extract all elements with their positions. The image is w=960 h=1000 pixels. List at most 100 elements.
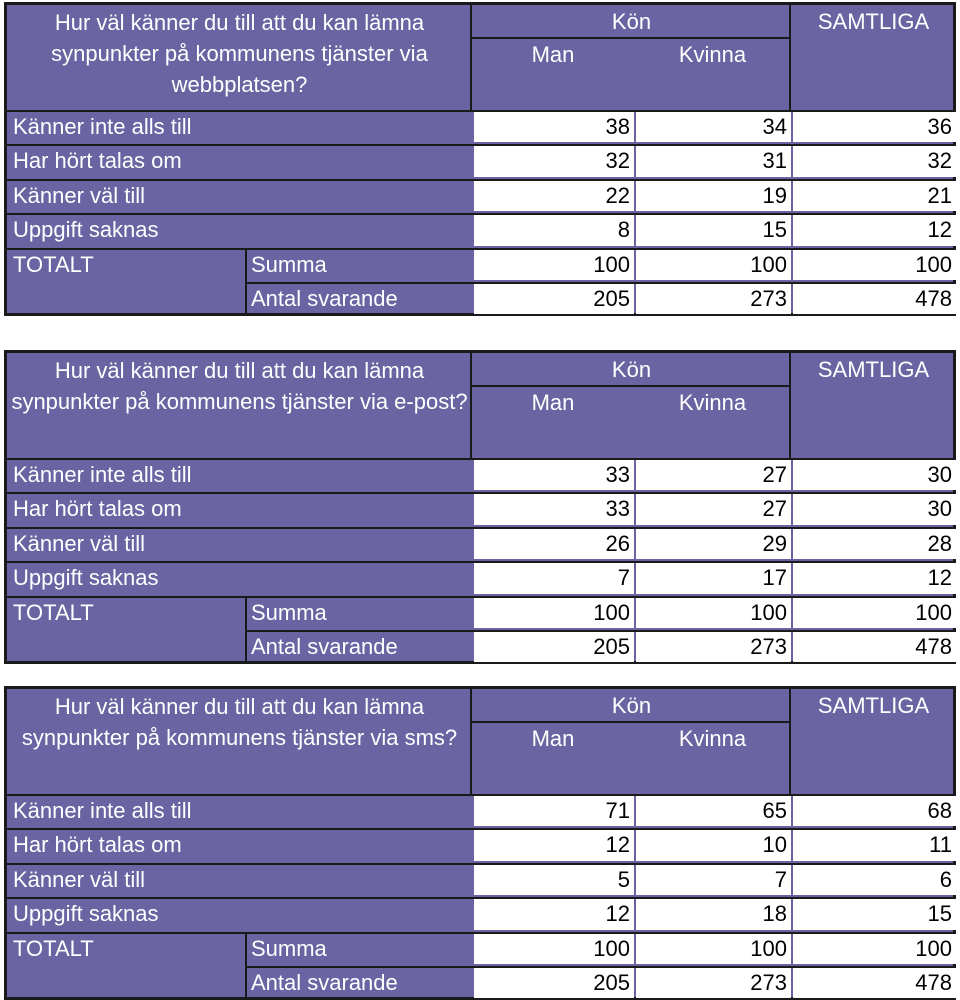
row-label: Uppgift saknas [13, 901, 159, 927]
value-cell-man: 7 [474, 563, 634, 594]
value-cell-man-antal: 205 [474, 632, 634, 663]
value-cell-kvinna: 19 [636, 180, 791, 212]
value-cell-samtliga-antal: 478 [793, 284, 956, 315]
value-cell-samtliga: 36 [793, 112, 956, 143]
value-cell-man: 26 [474, 528, 634, 560]
value-cell-samtliga-summa: 100 [793, 249, 956, 280]
total-label: TOTALT [13, 251, 94, 277]
value-cell-kvinna-summa: 100 [636, 249, 791, 280]
grid-line [7, 862, 956, 865]
total-label: TOTALT [13, 599, 94, 625]
column-header-kvinna: Kvinna [678, 390, 747, 415]
value-cell-samtliga: 28 [793, 528, 956, 560]
antal-svarande-label: Antal svarande [251, 970, 398, 995]
value-cell-man: 5 [474, 864, 634, 896]
grid-line [7, 213, 956, 216]
column-header-kvinna: Kvinna [678, 726, 747, 751]
total-header-samtliga: SAMTLIGA [817, 357, 930, 382]
column-header-kvinna: Kvinna [678, 42, 747, 67]
value-cell-samtliga: 12 [793, 563, 956, 594]
summa-label: Summa [251, 599, 327, 625]
total-label: TOTALT [13, 935, 94, 961]
value-cell-kvinna: 31 [636, 146, 791, 177]
value-cell-samtliga: 12 [793, 215, 956, 246]
value-cell-samtliga-antal: 478 [793, 968, 956, 999]
survey-table: Hur väl känner du till att du kan lämna … [4, 2, 956, 316]
grid-line [245, 931, 247, 997]
value-cell-samtliga: 6 [793, 864, 956, 896]
grid-line [789, 5, 791, 110]
grid-line [247, 282, 956, 284]
row-label: Har hört talas om [13, 496, 182, 522]
value-cell-man-summa: 100 [474, 249, 634, 280]
value-cell-kvinna: 7 [636, 864, 791, 896]
grid-line [470, 353, 472, 458]
row-label: Känner inte alls till [13, 462, 192, 487]
row-label: Känner inte alls till [13, 114, 192, 139]
value-cell-kvinna: 65 [636, 796, 791, 827]
value-cell-kvinna-summa: 100 [636, 933, 791, 964]
grid-line [7, 110, 956, 112]
grid-line [7, 828, 956, 831]
grid-line [7, 247, 956, 250]
grid-line [247, 966, 956, 968]
grid-line [789, 689, 791, 794]
grid-line [7, 526, 956, 529]
total-header-samtliga: SAMTLIGA [817, 693, 930, 718]
row-label: Har hört talas om [13, 832, 182, 858]
row-label: Känner inte alls till [13, 798, 192, 823]
group-header-kon: Kön [611, 9, 652, 34]
value-cell-samtliga: 68 [793, 796, 956, 827]
row-label: Känner väl till [13, 182, 146, 208]
grid-line [7, 595, 956, 598]
value-cell-man: 12 [474, 899, 634, 930]
value-cell-man: 71 [474, 796, 634, 827]
value-cell-kvinna-antal: 273 [636, 968, 791, 999]
value-cell-samtliga: 15 [793, 899, 956, 930]
value-cell-man: 8 [474, 215, 634, 246]
question-title: Hur väl känner du till att du kan lämna … [51, 10, 428, 97]
total-header-samtliga: SAMTLIGA [817, 9, 930, 34]
grid-line [472, 385, 791, 387]
grid-line [245, 595, 247, 661]
value-cell-samtliga-antal: 478 [793, 632, 956, 663]
value-cell-man-summa: 100 [474, 933, 634, 964]
value-cell-samtliga: 11 [793, 830, 956, 861]
value-cell-man-summa: 100 [474, 597, 634, 628]
value-cell-samtliga: 30 [793, 494, 956, 525]
summa-label: Summa [251, 251, 327, 277]
group-header-kon: Kön [611, 357, 652, 382]
value-cell-samtliga-summa: 100 [793, 933, 956, 964]
grid-line [472, 721, 791, 723]
grid-line [789, 353, 791, 458]
grid-line [472, 37, 791, 39]
grid-line [7, 561, 956, 564]
grid-line [470, 689, 472, 794]
grid-line [7, 897, 956, 900]
grid-line [245, 247, 247, 313]
grid-line [470, 5, 472, 110]
value-cell-kvinna: 27 [636, 460, 791, 491]
row-label: Har hört talas om [13, 148, 182, 174]
survey-table: Hur väl känner du till att du kan lämna … [4, 686, 956, 1000]
row-label: Känner väl till [13, 530, 146, 556]
value-cell-samtliga: 32 [793, 146, 956, 177]
value-cell-kvinna: 18 [636, 899, 791, 930]
value-cell-man: 12 [474, 830, 634, 861]
antal-svarande-label: Antal svarande [251, 634, 398, 659]
survey-table: Hur väl känner du till att du kan lämna … [4, 350, 956, 664]
value-cell-man: 32 [474, 146, 634, 177]
question-title: Hur väl känner du till att du kan lämna … [21, 694, 458, 750]
grid-line [7, 144, 956, 147]
group-header-kon: Kön [611, 693, 652, 718]
column-header-man: Man [531, 42, 575, 67]
value-cell-kvinna: 29 [636, 528, 791, 560]
column-header-man: Man [531, 390, 575, 415]
value-cell-kvinna-antal: 273 [636, 284, 791, 315]
value-cell-kvinna: 10 [636, 830, 791, 861]
value-cell-man-antal: 205 [474, 284, 634, 315]
row-label: Uppgift saknas [13, 217, 159, 243]
row-label: Känner väl till [13, 866, 146, 892]
summa-label: Summa [251, 935, 327, 961]
value-cell-man: 22 [474, 180, 634, 212]
